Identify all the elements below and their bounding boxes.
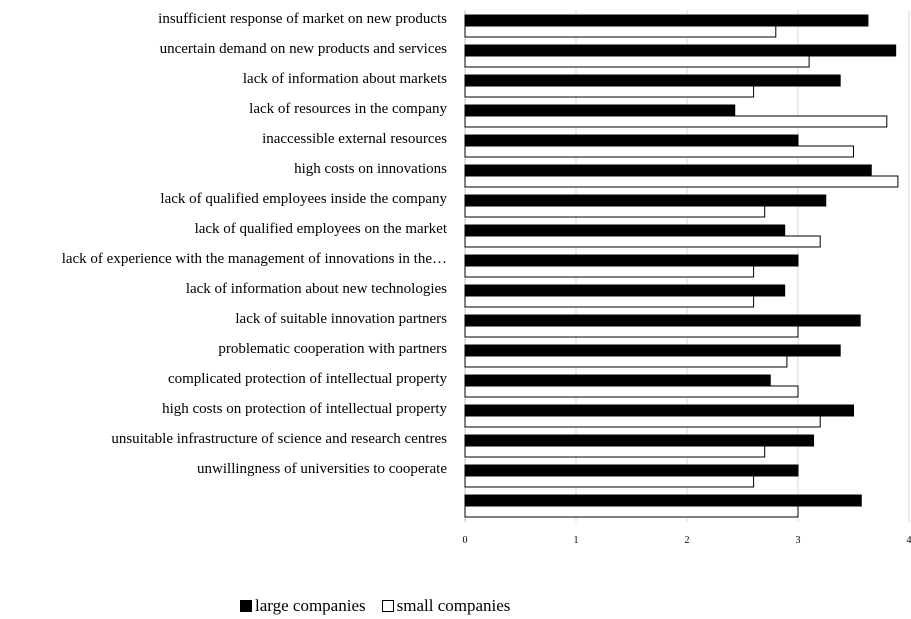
bar-large-14: [464, 434, 815, 447]
bar-small-8: [464, 265, 755, 278]
bar-large-3: [464, 104, 736, 117]
x-tick-labels: 0 1 2 3 4: [463, 535, 911, 546]
bar-large-6: [464, 194, 827, 207]
legend-swatch-small-companies: [381, 600, 394, 612]
bar-small-2: [464, 85, 755, 98]
bar-large-15: [464, 464, 799, 477]
category-label-12: complicated protection of intellectual p…: [168, 371, 448, 387]
category-label-6: lack of qualified employees inside the c…: [160, 191, 447, 207]
category-label-2: lack of information about markets: [243, 71, 447, 87]
bar-small-9: [464, 295, 755, 308]
legend-label-large-companies: large companies: [255, 596, 366, 615]
bar-large-4: [464, 134, 799, 147]
category-label-14: unsuitable infrastructure of science and…: [111, 431, 447, 447]
category-label-15: unwillingness of universities to coopera…: [197, 461, 447, 477]
bar-large-7: [464, 224, 786, 237]
x-tick-label-1: 1: [574, 535, 579, 546]
bar-large-2: [464, 74, 841, 87]
bar-large-16: [464, 494, 862, 507]
legend-item-small-companies: small companies: [381, 596, 511, 616]
category-label-0: insufficient response of market on new p…: [158, 11, 447, 27]
bar-large-13: [464, 404, 854, 417]
legend-swatch-large-companies: [240, 600, 252, 612]
bar-small-16: [464, 505, 799, 518]
legend-item-large-companies: large companies: [240, 596, 366, 616]
bar-small-1: [464, 55, 810, 68]
bar-large-0: [464, 14, 869, 27]
bar-large-10: [464, 314, 861, 327]
category-label-9: lack of information about new technologi…: [186, 281, 447, 297]
bar-small-12: [464, 385, 799, 398]
bar-small-13: [464, 415, 821, 428]
category-label-8: lack of experience with the management o…: [62, 251, 447, 267]
legend-label-small-companies: small companies: [396, 596, 511, 615]
bar-small-0: [464, 25, 777, 38]
category-label-5: high costs on innovations: [294, 161, 447, 177]
category-label-10: lack of suitable innovation partners: [235, 311, 447, 327]
bar-large-1: [464, 44, 897, 57]
bar-large-5: [464, 164, 872, 177]
bar-small-5: [464, 175, 899, 188]
bar-large-9: [464, 284, 786, 297]
bar-large-11: [464, 344, 841, 357]
legend: large companies small companies: [240, 596, 526, 616]
x-tick-label-2: 2: [685, 535, 690, 546]
category-label-1: uncertain demand on new products and ser…: [160, 41, 448, 57]
x-tick-label-4: 4: [907, 535, 911, 546]
category-label-13: high costs on protection of intellectual…: [162, 401, 447, 417]
bar-large-12: [464, 374, 771, 387]
bar-small-11: [464, 355, 788, 368]
bars: [464, 14, 899, 518]
bar-small-10: [464, 325, 799, 338]
bar-small-14: [464, 445, 766, 458]
x-tick-label-0: 0: [463, 535, 468, 546]
category-label-7: lack of qualified employees on the marke…: [195, 221, 448, 237]
bar-small-4: [464, 145, 854, 158]
bar-large-8: [464, 254, 799, 267]
bar-small-15: [464, 475, 755, 488]
bar-small-6: [464, 205, 766, 218]
category-label-11: problematic cooperation with partners: [218, 341, 447, 357]
category-labels: insufficient response of market on new p…: [62, 11, 448, 477]
bar-small-3: [464, 115, 888, 128]
category-label-4: inaccessible external resources: [262, 131, 447, 147]
bar-small-7: [464, 235, 821, 248]
category-label-3: lack of resources in the company: [249, 101, 447, 117]
x-tick-label-3: 3: [796, 535, 801, 546]
